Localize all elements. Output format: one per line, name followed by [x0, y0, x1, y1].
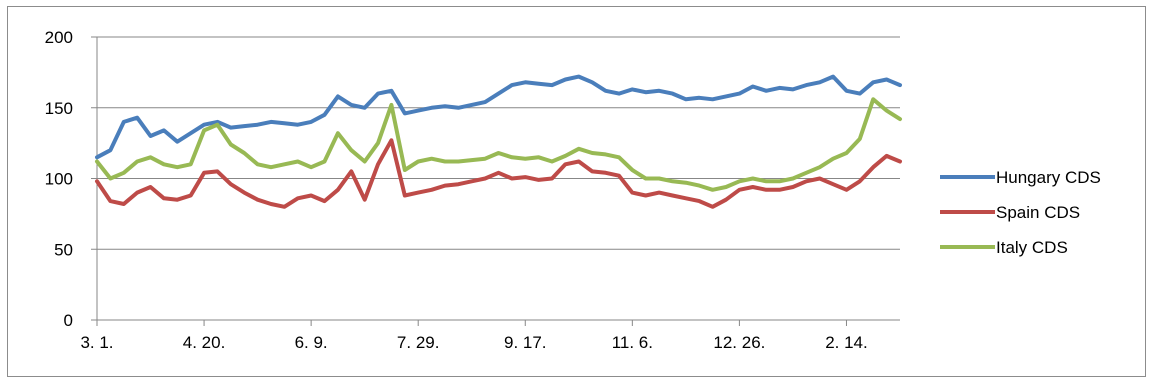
legend-label-italy-cds: Italy CDS — [996, 238, 1068, 257]
x-tick-label: 9. 17. — [504, 333, 547, 352]
chart-frame — [7, 6, 1146, 377]
legend: Hungary CDS Spain CDS Italy CDS — [940, 168, 1101, 257]
series-lines — [95, 74, 902, 209]
legend-label-spain-cds: Spain CDS — [996, 203, 1080, 222]
y-tick-label: 150 — [45, 99, 73, 118]
series-line-spain-cds — [95, 138, 902, 209]
legend-label-hungary-cds: Hungary CDS — [996, 168, 1101, 187]
series-line-hungary-cds — [95, 74, 902, 160]
x-tick-label: 4. 20. — [183, 333, 226, 352]
axes: 0 50 100 150 200 3. 1. 4. 20. 6. 9. 7. 29. 9. 17.… — [45, 28, 900, 352]
y-tick-label: 50 — [54, 240, 73, 259]
x-tick-label: 3. 1. — [80, 333, 113, 352]
x-tick-label: 11. 6. — [612, 333, 653, 352]
gridlines — [97, 36, 900, 250]
x-tick-label: 7. 29. — [397, 333, 440, 352]
y-tick-label: 0 — [64, 311, 73, 330]
y-tick-label: 200 — [45, 28, 73, 47]
x-tick-label: 2. 14. — [825, 333, 868, 352]
series-line-italy-cds — [95, 97, 902, 192]
x-tick-label: 12. 26. — [713, 333, 765, 352]
x-tick-label: 6. 9. — [295, 333, 328, 352]
y-tick-label: 100 — [45, 170, 73, 189]
